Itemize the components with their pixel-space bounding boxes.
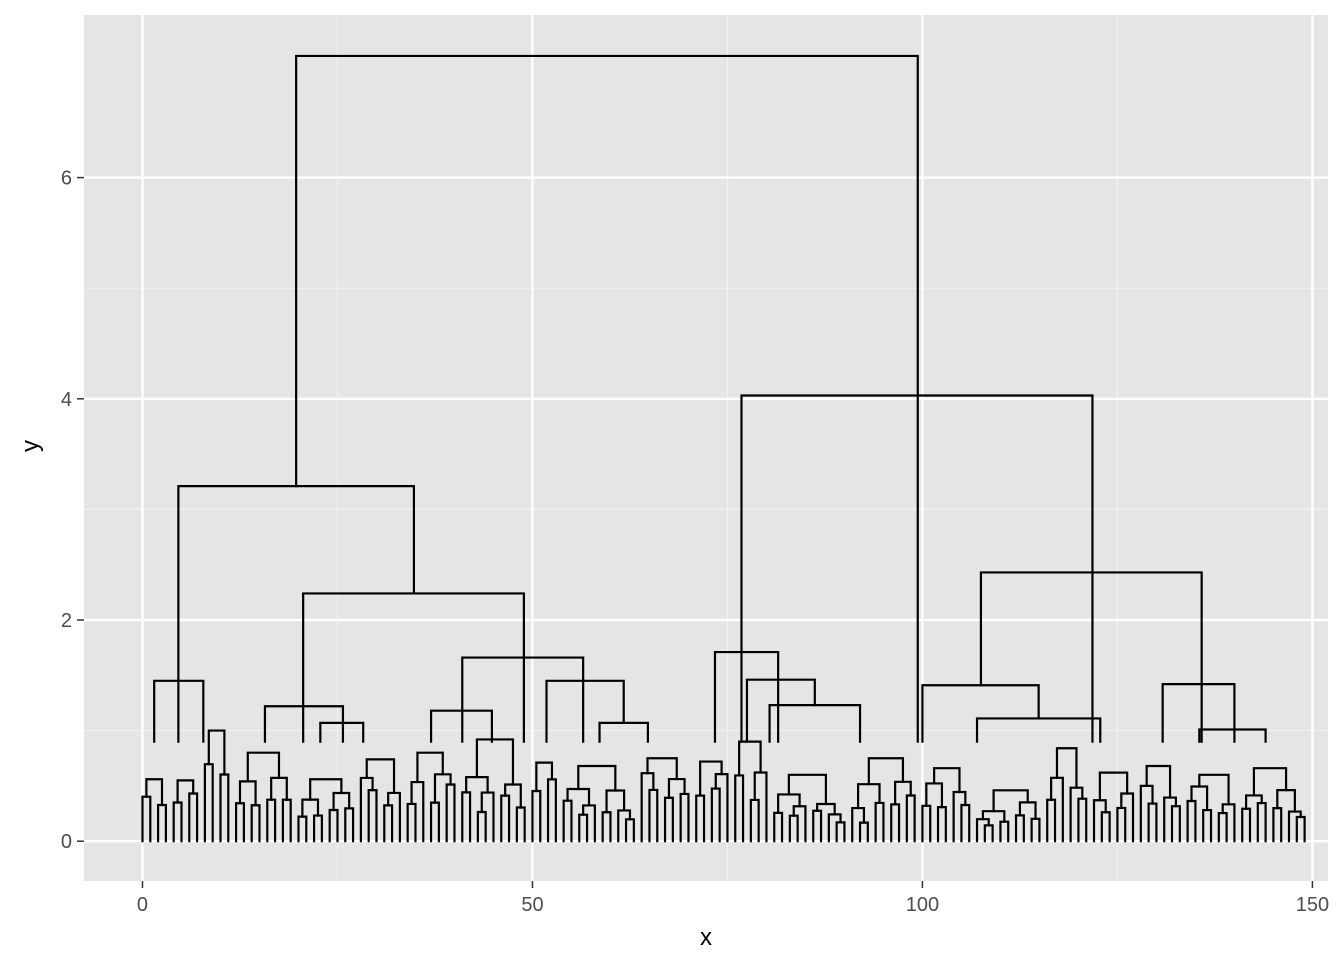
dendrogram-merge — [921, 684, 1040, 743]
dendrogram-branch — [1055, 747, 1078, 789]
x-tick-label: 50 — [521, 894, 543, 916]
dendrogram-branch — [787, 773, 828, 806]
y-tick-label: 2 — [61, 610, 72, 632]
dendrogram-merge — [745, 678, 816, 743]
dendrogram-merge — [1198, 728, 1267, 743]
y-tick-label: 4 — [61, 389, 72, 411]
dendrogram-merge — [461, 656, 585, 743]
dendrogram-merge — [295, 54, 919, 743]
dendrogram-branch — [1098, 771, 1129, 802]
dendrogram-merge — [263, 705, 345, 743]
dendrogram-branch — [738, 740, 762, 777]
x-axis-title: x — [700, 924, 712, 951]
plot-panel — [84, 15, 1328, 881]
y-axis: 0 2 4 6 — [61, 168, 84, 853]
dendrogram-merge — [545, 679, 625, 743]
y-tick-label: 0 — [61, 831, 72, 853]
grid-minor — [84, 15, 1328, 881]
x-tick-label: 150 — [1296, 894, 1329, 916]
y-tick-label: 6 — [61, 168, 72, 190]
dendrogram-merge — [177, 485, 416, 743]
x-tick-label: 100 — [906, 894, 939, 916]
x-axis: 0 50 100 150 — [137, 881, 1329, 916]
dendrogram-branch — [1198, 773, 1230, 806]
dendrogram-branch — [646, 757, 678, 781]
dendrogram-merge — [768, 704, 862, 743]
dendrogram-merge — [302, 592, 525, 743]
dendrogram-branch — [365, 758, 396, 795]
dendrogram-branch — [1145, 764, 1172, 799]
dendrogram-branch — [992, 789, 1029, 813]
dendrogram-merge — [319, 721, 365, 743]
dendrogram-merge — [975, 717, 1102, 743]
dendrogram-branch — [145, 778, 164, 807]
dendrogram-branch — [207, 729, 226, 776]
dendrogram-merge — [979, 571, 1203, 743]
dendrogram-branch — [577, 764, 617, 792]
dendrogram-branch — [867, 757, 905, 786]
dendrogram-merge — [713, 650, 780, 743]
dendrogram-tree — [141, 54, 1306, 843]
dendrogram-branch — [699, 760, 723, 797]
dendrogram-merge — [429, 709, 494, 743]
dendrogram-branch — [176, 779, 195, 804]
dendrogram-merge — [598, 721, 649, 743]
dendrogram-branch — [246, 751, 281, 783]
dendrogram-merge — [740, 394, 1094, 743]
dendrogram-branch — [1252, 767, 1288, 797]
dendrogram-merge — [153, 679, 205, 743]
dendrogram-merge — [1161, 683, 1236, 743]
dendrogram-branch — [475, 738, 515, 786]
dendrogram-branch — [933, 767, 961, 794]
x-tick-label: 0 — [137, 894, 148, 916]
y-axis-title: y — [17, 440, 44, 452]
dendrogram-branch — [309, 778, 343, 801]
dendrogram-branch — [535, 761, 554, 793]
dendrogram-branch — [416, 751, 444, 784]
